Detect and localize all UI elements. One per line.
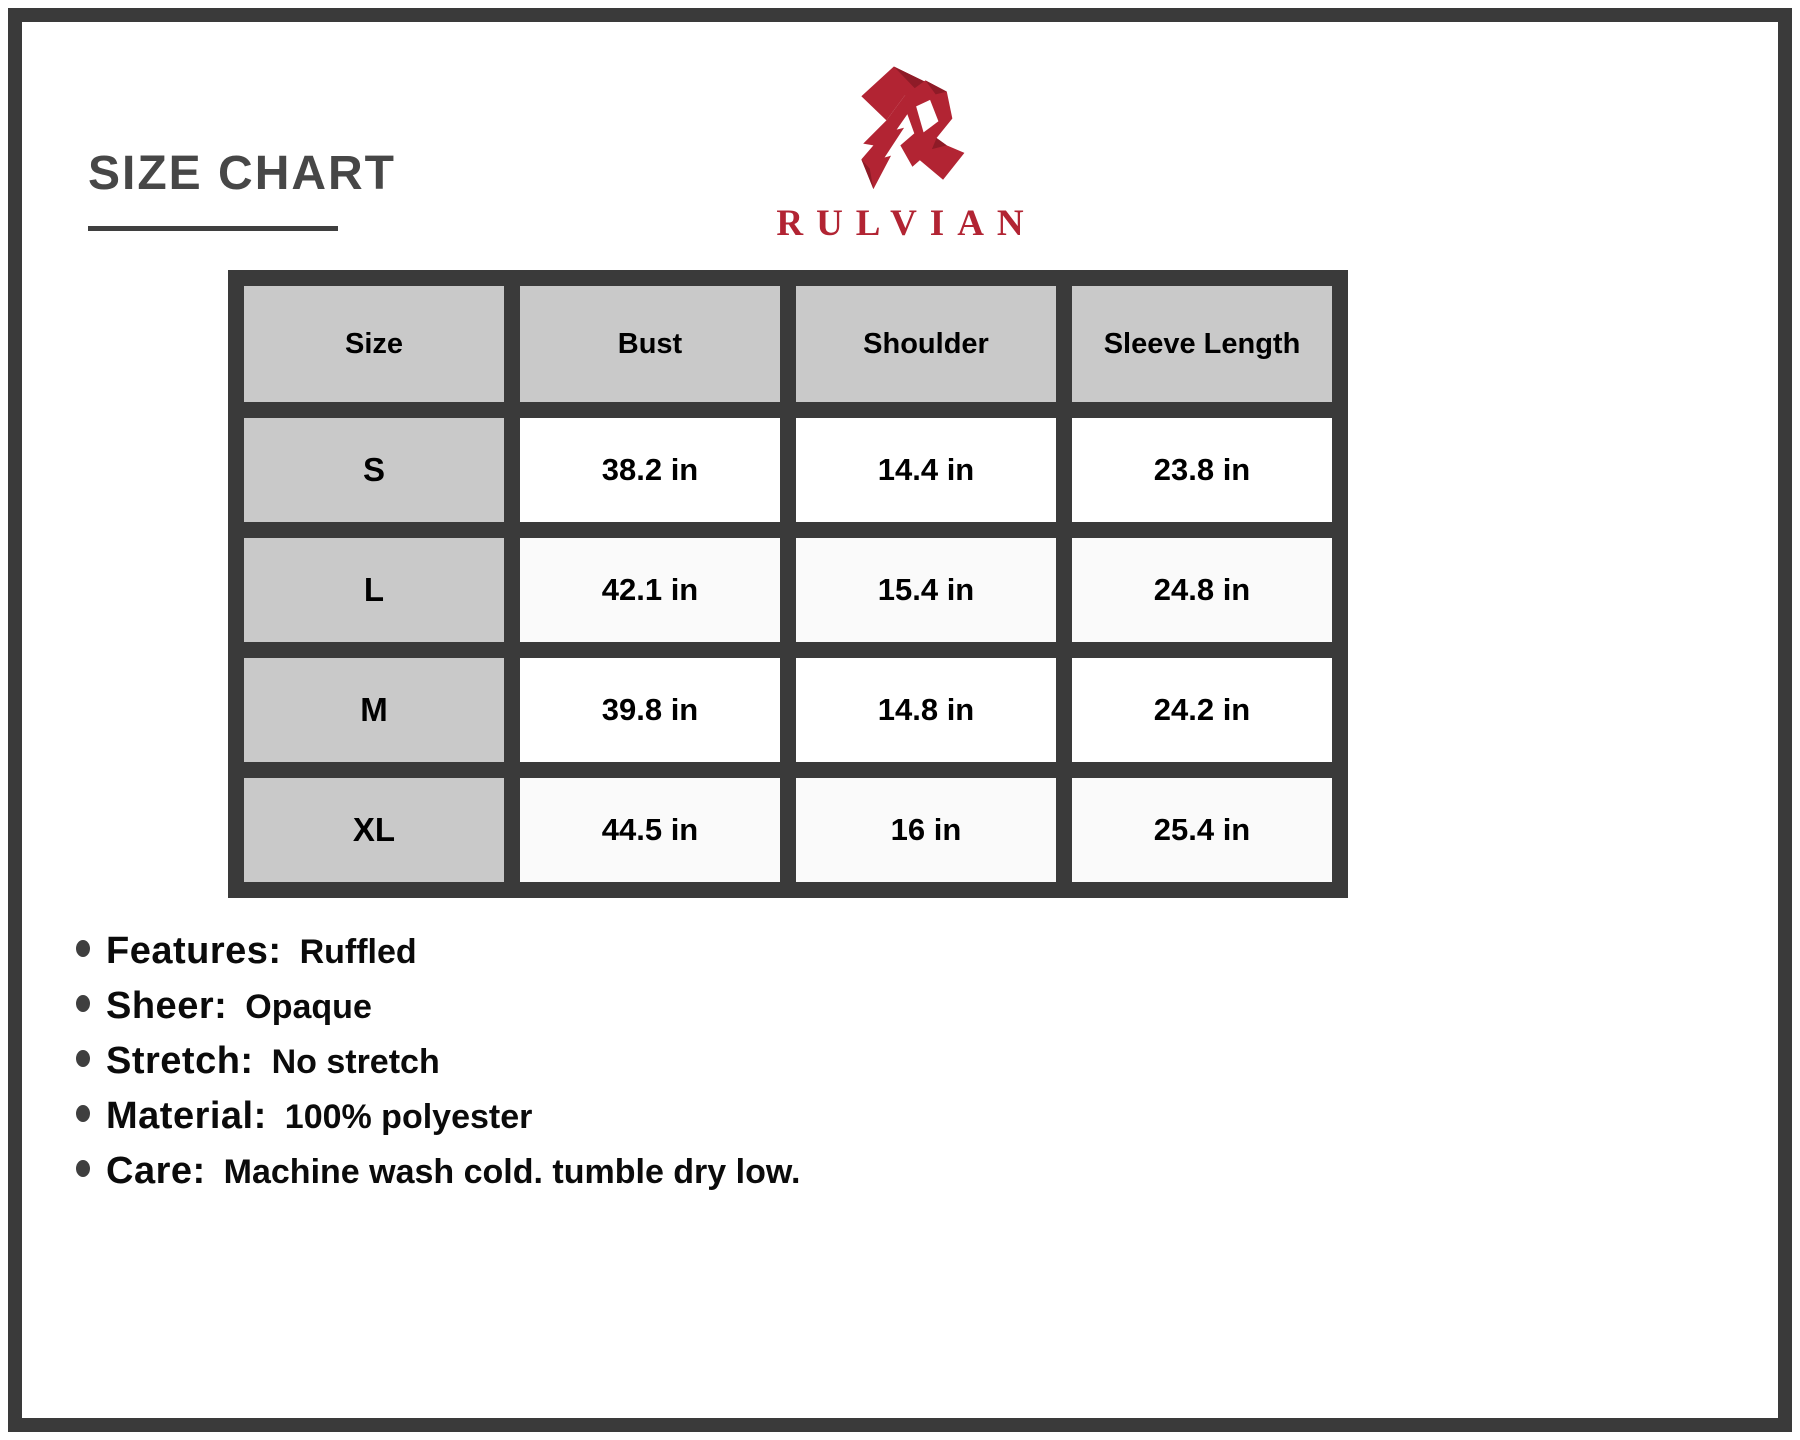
detail-item-care: Care: Machine wash cold. tumble dry low. <box>76 1150 801 1193</box>
detail-value: Ruffled <box>299 933 417 971</box>
page-title: SIZE CHART <box>88 147 396 200</box>
size-cell: S <box>244 418 504 522</box>
bullet-icon <box>76 1050 90 1067</box>
size-cell: XL <box>244 778 504 882</box>
table-row-s: S 38.2 in 14.4 in 23.8 in <box>244 418 1332 522</box>
col-header-sleeve-length: Sleeve Length <box>1072 286 1332 402</box>
detail-label: Features: <box>106 930 282 972</box>
detail-item-features: Features: Ruffled <box>76 930 801 973</box>
shoulder-cell: 16 in <box>796 778 1056 882</box>
brand-wordmark: RULVIAN <box>776 203 1037 244</box>
size-cell: M <box>244 658 504 762</box>
bullet-icon <box>76 1160 90 1177</box>
detail-value: 100% polyester <box>284 1098 533 1136</box>
sleeve-cell: 24.8 in <box>1072 538 1332 642</box>
detail-label: Care: <box>106 1150 206 1192</box>
brand-logo-icon <box>860 66 965 190</box>
bust-cell: 39.8 in <box>520 658 780 762</box>
detail-item-stretch: Stretch: No stretch <box>76 1040 801 1083</box>
detail-item-material: Material: 100% polyester <box>76 1095 801 1138</box>
bullet-icon <box>76 995 90 1012</box>
bullet-icon <box>76 940 90 957</box>
bust-cell: 38.2 in <box>520 418 780 522</box>
shoulder-cell: 14.8 in <box>796 658 1056 762</box>
col-header-size: Size <box>244 286 504 402</box>
shoulder-cell: 15.4 in <box>796 538 1056 642</box>
detail-item-sheer: Sheer: Opaque <box>76 985 801 1028</box>
sleeve-cell: 24.2 in <box>1072 658 1332 762</box>
bust-cell: 44.5 in <box>520 778 780 882</box>
size-table: Size Bust Shoulder Sleeve Length S 38.2 … <box>228 270 1348 898</box>
detail-value: Opaque <box>245 988 372 1026</box>
table-row-l: L 42.1 in 15.4 in 24.8 in <box>244 538 1332 642</box>
table-row-xl: XL 44.5 in 16 in 25.4 in <box>244 778 1332 882</box>
detail-value: No stretch <box>271 1043 440 1081</box>
col-header-bust: Bust <box>520 286 780 402</box>
title-block: SIZE CHART <box>88 150 396 231</box>
title-underline <box>88 226 338 231</box>
size-cell: L <box>244 538 504 642</box>
bullet-icon <box>76 1105 90 1122</box>
detail-label: Sheer: <box>106 985 228 1027</box>
brand-logo: RULVIAN <box>776 50 1024 245</box>
table-row-m: M 39.8 in 14.8 in 24.2 in <box>244 658 1332 762</box>
shoulder-cell: 14.4 in <box>796 418 1056 522</box>
sleeve-cell: 25.4 in <box>1072 778 1332 882</box>
detail-value: Machine wash cold. tumble dry low. <box>223 1153 801 1191</box>
product-details-list: Features: Ruffled Sheer: Opaque Stretch:… <box>76 930 801 1205</box>
sleeve-cell: 23.8 in <box>1072 418 1332 522</box>
col-header-shoulder: Shoulder <box>796 286 1056 402</box>
detail-label: Stretch: <box>106 1040 254 1082</box>
detail-label: Material: <box>106 1095 267 1137</box>
bust-cell: 42.1 in <box>520 538 780 642</box>
table-header-row: Size Bust Shoulder Sleeve Length <box>244 286 1332 402</box>
